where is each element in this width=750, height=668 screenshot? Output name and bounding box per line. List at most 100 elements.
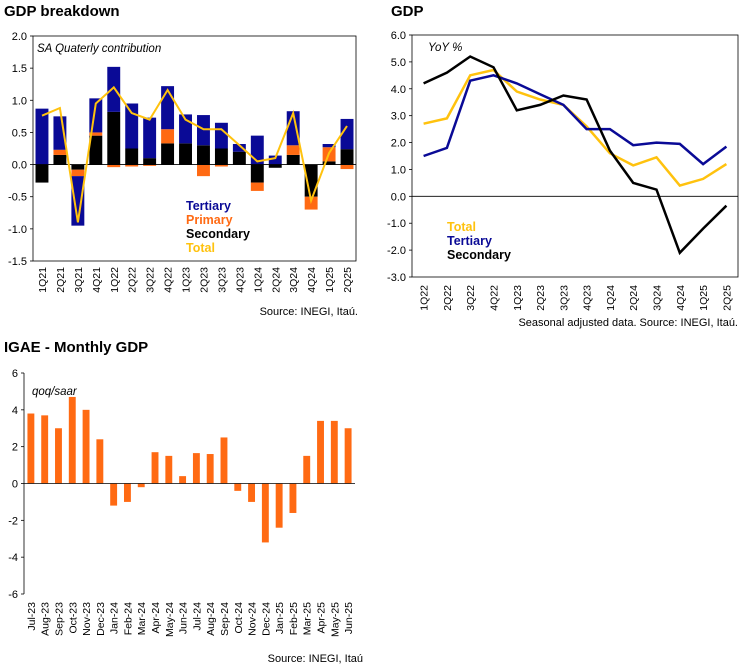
breakdown-bar-secondary bbox=[268, 164, 282, 168]
yoy-legend-tertiary: Tertiary bbox=[447, 234, 492, 248]
gdp-yoy-source: Seasonal adjusted data. Source: INEGI, I… bbox=[518, 317, 738, 329]
igae-bar bbox=[179, 476, 187, 484]
yoy-ytick-label: 5.0 bbox=[391, 57, 406, 69]
yoy-xtick-label: 4Q24 bbox=[675, 285, 687, 311]
breakdown-bar-tertiary bbox=[71, 176, 85, 226]
breakdown-xtick-label: 2Q22 bbox=[127, 267, 139, 293]
breakdown-bar-secondary bbox=[143, 158, 157, 165]
breakdown-annotation: SA Quaterly contribution bbox=[37, 43, 161, 55]
igae-bar bbox=[289, 483, 297, 513]
igae-xtick-label: Aug-23 bbox=[40, 602, 52, 636]
yoy-ytick-label: 3.0 bbox=[391, 111, 406, 123]
igae-bar bbox=[96, 439, 104, 484]
breakdown-xtick-label: 2Q25 bbox=[342, 267, 354, 293]
igae-xtick-label: Mar-25 bbox=[302, 602, 314, 635]
breakdown-bar-secondary bbox=[35, 164, 49, 183]
igae-bar bbox=[165, 455, 173, 484]
igae-ytick-label: -4 bbox=[8, 552, 18, 564]
yoy-xtick-label: 2Q24 bbox=[628, 285, 640, 311]
igae-xtick-label: Oct-24 bbox=[233, 602, 245, 634]
breakdown-ytick-label: 0.5 bbox=[12, 127, 27, 139]
gdp-breakdown-title: GDP breakdown bbox=[4, 3, 120, 20]
yoy-xtick-label: 1Q22 bbox=[419, 285, 431, 311]
igae-bar bbox=[248, 483, 256, 502]
igae-ytick-label: 4 bbox=[12, 405, 18, 417]
gdp-breakdown-panel: GDP breakdown 2.0 1.5 1.0 0.5 0.0 -0.5 -1.0 -1.… bbox=[0, 0, 370, 325]
igae-bar bbox=[68, 396, 76, 484]
breakdown-bar-secondary bbox=[179, 143, 192, 165]
breakdown-legend-primary: Primary bbox=[186, 213, 233, 227]
breakdown-bar-secondary bbox=[232, 151, 246, 165]
igae-bar bbox=[234, 483, 242, 491]
yoy-plot-frame bbox=[411, 34, 739, 278]
breakdown-ytick-label: 1.0 bbox=[12, 95, 27, 107]
igae-xtick-label: Jun-25 bbox=[343, 602, 355, 634]
yoy-xtick-label: 2Q23 bbox=[535, 285, 547, 311]
breakdown-bar-primary bbox=[107, 164, 121, 168]
breakdown-bar-primary bbox=[53, 149, 67, 155]
igae-bar bbox=[123, 483, 131, 502]
igae-xtick-label: Sep-23 bbox=[53, 602, 65, 636]
igae-xtick-label: Apr-25 bbox=[316, 602, 328, 634]
breakdown-bar-primary bbox=[286, 145, 300, 155]
breakdown-bar-primary bbox=[89, 132, 103, 136]
yoy-line-secondary bbox=[423, 55, 728, 256]
breakdown-xtick-label: 1Q22 bbox=[109, 267, 121, 293]
igae-xtick-label: Apr-24 bbox=[150, 602, 162, 634]
breakdown-xtick-label: 1Q21 bbox=[37, 267, 49, 293]
igae-xtick-label: May-25 bbox=[329, 602, 341, 637]
breakdown-bar-secondary bbox=[197, 145, 210, 165]
breakdown-bar-secondary bbox=[107, 111, 121, 165]
breakdown-xtick-label: 3Q22 bbox=[145, 267, 157, 293]
breakdown-bar-tertiary bbox=[125, 103, 139, 149]
igae-ytick-label: 0 bbox=[12, 479, 18, 491]
igae-xtick-label: May-24 bbox=[164, 602, 176, 637]
igae-bar bbox=[344, 428, 352, 484]
breakdown-ytick-label: -1.0 bbox=[8, 224, 27, 236]
yoy-ytick-label: 1.0 bbox=[391, 164, 406, 176]
breakdown-bar-secondary bbox=[53, 154, 67, 165]
igae-bar bbox=[330, 420, 338, 484]
yoy-xtick-label: 2Q25 bbox=[721, 285, 733, 311]
yoy-xtick-label: 3Q23 bbox=[558, 285, 570, 311]
igae-bar bbox=[261, 483, 269, 543]
igae-xtick-label: Mar-24 bbox=[136, 602, 148, 635]
breakdown-xtick-label: 2Q21 bbox=[55, 267, 67, 293]
yoy-xtick-label: 3Q22 bbox=[465, 285, 477, 311]
yoy-ytick-label: -2.0 bbox=[387, 245, 406, 257]
yoy-ytick-label: -1.0 bbox=[387, 218, 406, 230]
igae-annotation: qoq/saar bbox=[32, 386, 78, 398]
igae-bar bbox=[55, 428, 62, 484]
breakdown-bar-tertiary bbox=[268, 155, 282, 165]
breakdown-bar-primary bbox=[125, 164, 139, 167]
gdp-breakdown-source: Source: INEGI, Itaú. bbox=[259, 306, 358, 318]
igae-bar bbox=[110, 483, 118, 506]
breakdown-xtick-label: 1Q25 bbox=[324, 267, 336, 293]
yoy-ytick-label: 0.0 bbox=[391, 191, 406, 203]
igae-bar bbox=[151, 452, 159, 484]
breakdown-xtick-label: 1Q24 bbox=[252, 267, 264, 293]
igae-bar bbox=[82, 409, 90, 484]
breakdown-bar-primary bbox=[143, 164, 157, 166]
breakdown-ytick-label: 0.0 bbox=[12, 160, 27, 172]
yoy-xtick-label: 4Q23 bbox=[582, 285, 594, 311]
igae-bar bbox=[206, 454, 214, 484]
breakdown-bar-tertiary bbox=[214, 122, 228, 149]
breakdown-bar-tertiary bbox=[232, 144, 246, 152]
igae-ytick-label: -6 bbox=[8, 589, 18, 601]
igae-xtick-label: Jul-23 bbox=[26, 602, 38, 631]
yoy-xtick-label: 2Q22 bbox=[442, 285, 454, 311]
igae-xtick-label: Feb-25 bbox=[288, 602, 300, 635]
igae-xtick-label: Jan-24 bbox=[109, 602, 121, 634]
igae-xtick-label: Jun-24 bbox=[178, 602, 190, 634]
gdp-yoy-chart: 6.0 5.0 4.0 3.0 2.0 1.0 0.0 -1.0 -2.0 -3.0 YoY % 1Q… bbox=[387, 30, 739, 311]
yoy-xtick-label: 4Q22 bbox=[489, 285, 501, 311]
yoy-xtick-label: 1Q25 bbox=[698, 285, 710, 311]
igae-title: IGAE - Monthly GDP bbox=[4, 339, 149, 356]
igae-bar bbox=[303, 455, 311, 484]
breakdown-bar-secondary bbox=[340, 149, 354, 165]
breakdown-xtick-label: 2Q24 bbox=[270, 267, 282, 293]
breakdown-bar-secondary bbox=[89, 135, 103, 165]
yoy-ytick-label: 4.0 bbox=[391, 84, 406, 96]
